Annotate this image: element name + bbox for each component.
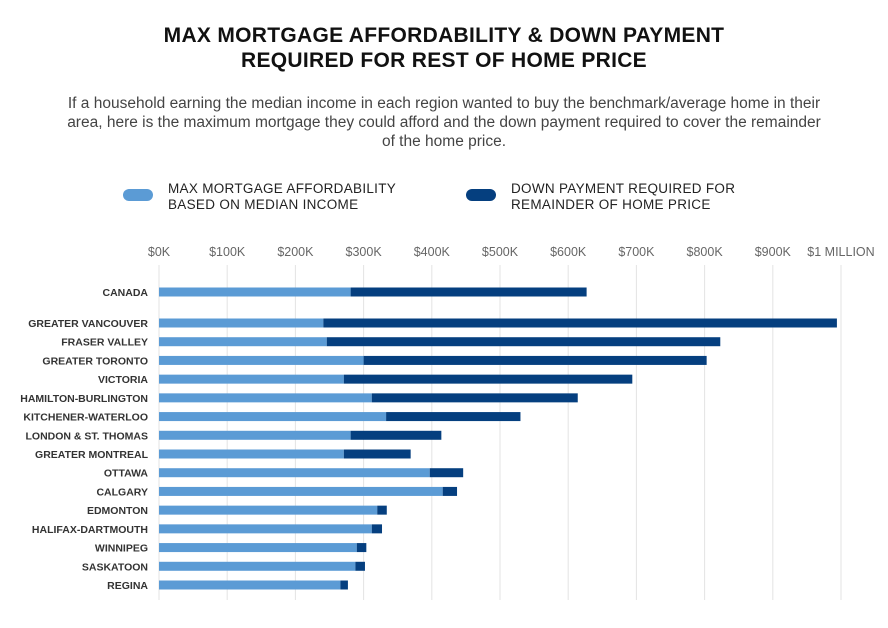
category-label: HAMILTON-BURLINGTON	[20, 393, 148, 405]
bar-mortgage	[159, 449, 344, 459]
x-tick-label: $900K	[755, 245, 792, 259]
category-label: LONDON & ST. THOMAS	[26, 430, 149, 442]
bar-down-payment	[350, 430, 442, 440]
bar-mortgage	[159, 486, 443, 496]
bar-down-payment	[355, 561, 365, 571]
legend-swatch-down-payment	[466, 189, 496, 201]
x-tick-label: $200K	[277, 245, 314, 259]
bar-mortgage	[159, 468, 430, 478]
bar-mortgage	[159, 337, 327, 347]
bar-mortgage	[159, 318, 324, 328]
category-label: GREATER TORONTO	[42, 355, 148, 367]
bar-mortgage	[159, 505, 378, 515]
category-label: WINNIPEG	[95, 543, 148, 555]
bar-down-payment	[363, 355, 707, 365]
bar-down-payment	[429, 468, 464, 478]
category-label: FRASER VALLEY	[61, 337, 148, 349]
category-label: CALGARY	[96, 486, 148, 498]
legend-mortgage-line2: BASED ON MEDIAN INCOME	[168, 197, 359, 212]
bar-down-payment	[386, 412, 521, 422]
bar-down-payment	[340, 580, 348, 590]
category-label: GREATER VANCOUVER	[28, 318, 148, 330]
legend-down-line2: REMAINDER OF HOME PRICE	[511, 197, 711, 212]
legend-swatch-mortgage	[123, 189, 153, 201]
x-tick-label: $400K	[414, 245, 451, 259]
x-tick-label: $500K	[482, 245, 519, 259]
x-tick-label: $300K	[346, 245, 383, 259]
category-label: REGINA	[107, 580, 148, 592]
x-tick-label: $100K	[209, 245, 246, 259]
category-label: KITCHENER-WATERLOO	[23, 412, 148, 424]
bar-down-payment	[371, 393, 578, 403]
x-tick-label: $600K	[550, 245, 587, 259]
x-tick-label: $700K	[618, 245, 655, 259]
bar-mortgage	[159, 543, 357, 553]
bar-mortgage	[159, 524, 372, 534]
bar-mortgage	[159, 430, 351, 440]
bar-down-payment	[343, 449, 411, 459]
chart-title-line1: MAX MORTGAGE AFFORDABILITY & DOWN PAYMEN…	[163, 24, 725, 47]
bar-down-payment	[323, 318, 837, 328]
bar-mortgage	[159, 355, 364, 365]
category-label: CANADA	[103, 287, 149, 299]
x-tick-label: $0K	[148, 245, 171, 259]
chart-title-line2: REQUIRED FOR REST OF HOME PRICE	[241, 49, 647, 72]
bar-mortgage	[159, 580, 341, 590]
bar-down-payment	[371, 524, 383, 534]
chart-subtitle: If a household earning the median income…	[67, 95, 821, 150]
legend-label-down-payment: DOWN PAYMENT REQUIRED FOR REMAINDER OF H…	[511, 181, 735, 213]
bar-down-payment	[326, 337, 721, 347]
bar-down-payment	[350, 287, 587, 297]
legend-label-mortgage: MAX MORTGAGE AFFORDABILITY BASED ON MEDI…	[168, 181, 396, 213]
category-label: EDMONTON	[87, 505, 148, 517]
category-label: VICTORIA	[98, 374, 148, 386]
legend-down-line1: DOWN PAYMENT REQUIRED FOR	[511, 181, 736, 196]
bar-mortgage	[159, 374, 344, 384]
bar-down-payment	[356, 543, 367, 553]
category-label: OTTAWA	[104, 468, 149, 480]
x-tick-label: $800K	[687, 245, 724, 259]
category-label: GREATER MONTREAL	[35, 449, 149, 461]
bar-mortgage	[159, 393, 372, 403]
category-label: HALIFAX-DARTMOUTH	[32, 524, 148, 536]
bar-mortgage	[159, 287, 351, 297]
bar-down-payment	[343, 374, 633, 384]
bar-mortgage	[159, 412, 387, 422]
bar-down-payment	[442, 486, 458, 496]
bar-mortgage	[159, 561, 356, 571]
legend-mortgage-line1: MAX MORTGAGE AFFORDABILITY	[168, 181, 397, 196]
bar-down-payment	[377, 505, 387, 515]
category-label: SASKATOON	[82, 561, 148, 573]
x-tick-label: $1 MILLION	[807, 245, 874, 259]
